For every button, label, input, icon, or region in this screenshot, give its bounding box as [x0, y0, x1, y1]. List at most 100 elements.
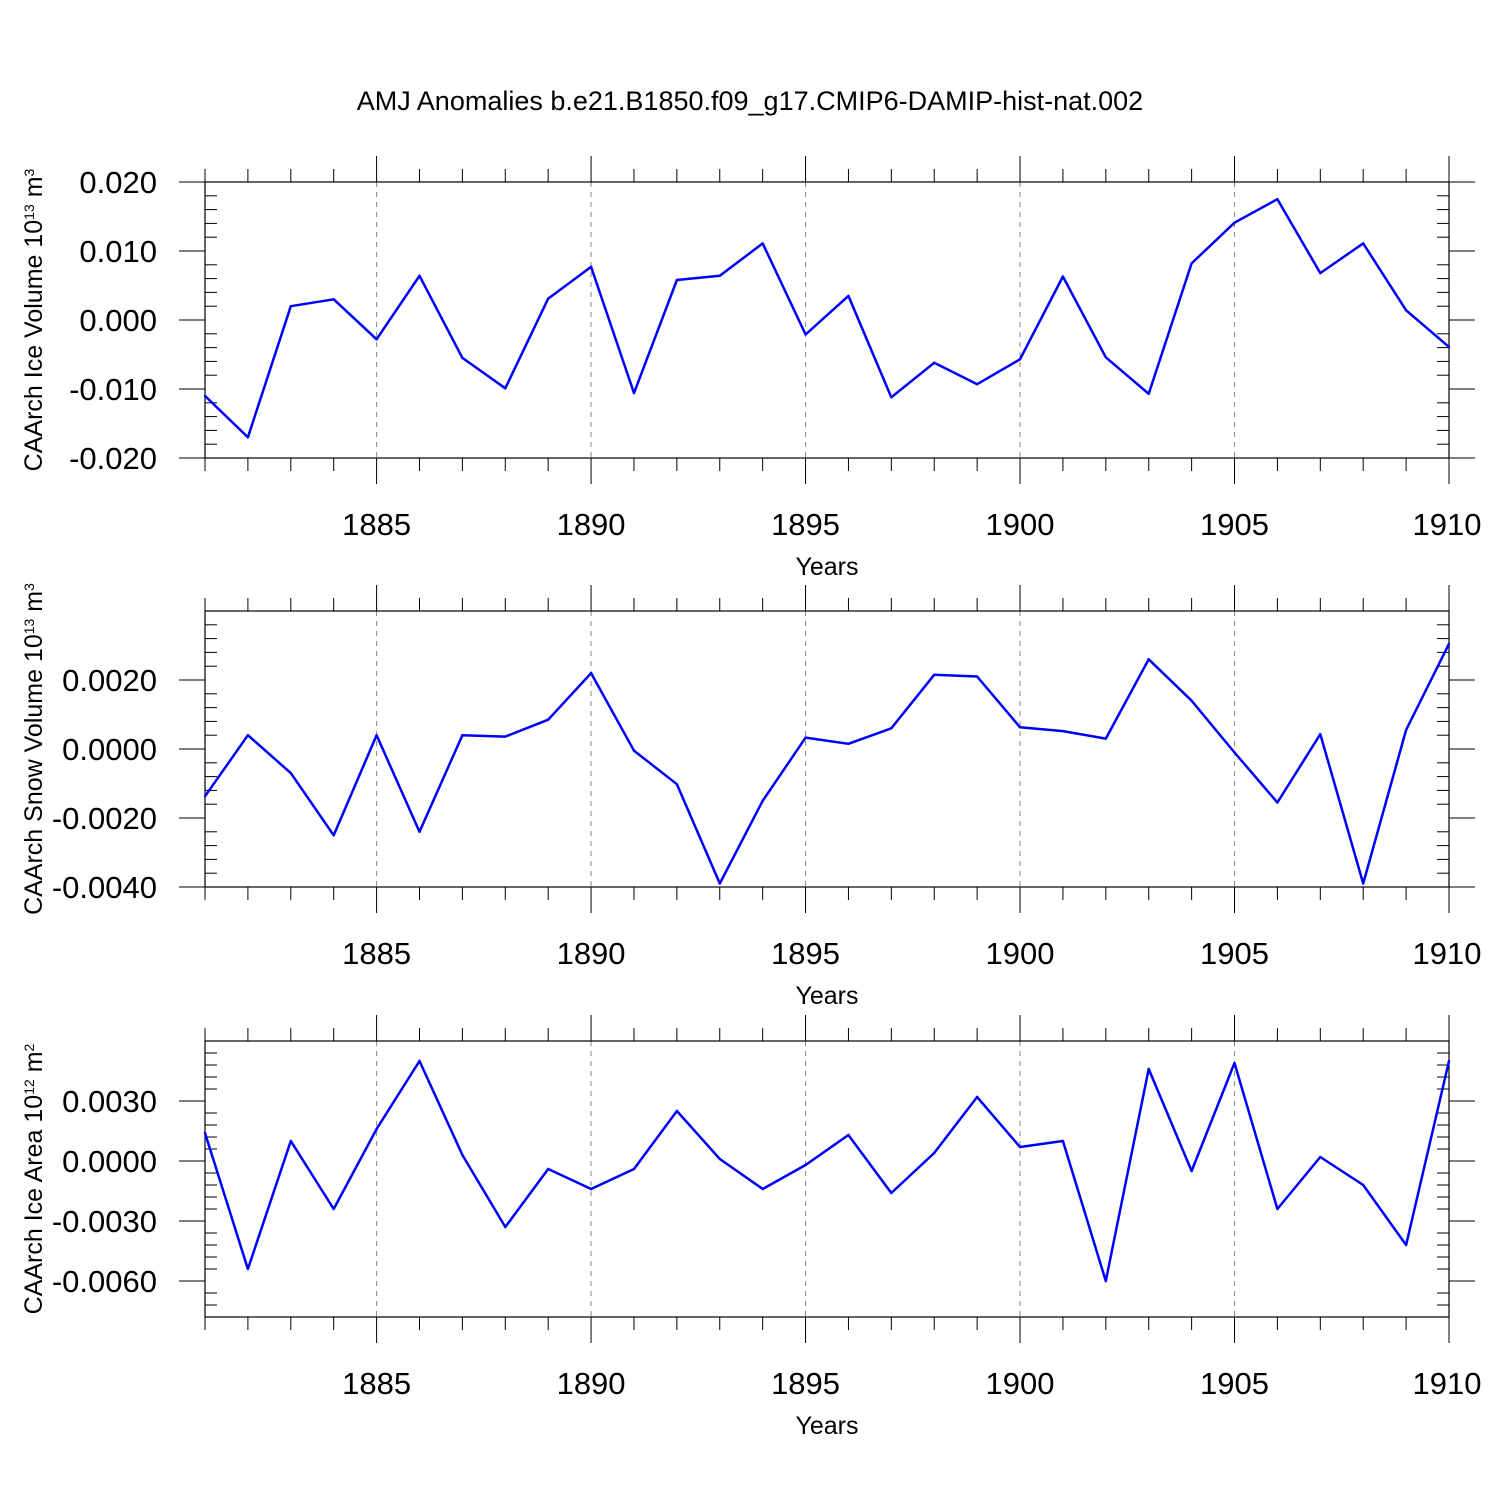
x-tick-label: 1885 [342, 507, 411, 542]
x-tick-label: 1885 [342, 1366, 411, 1401]
y-axis-title-superscript: 3 [21, 168, 37, 176]
data-point [1104, 356, 1108, 359]
data-point [504, 735, 507, 738]
data-point [1276, 1207, 1279, 1211]
y-axis-title: CAArch Snow Volume 1013 m3 [20, 583, 48, 915]
data-point [761, 799, 764, 802]
data-point [332, 1207, 335, 1211]
data-point [675, 782, 679, 786]
data-point [289, 771, 292, 775]
data-point [975, 1095, 979, 1099]
y-tick-label: -0.0030 [52, 1204, 157, 1239]
data-point [289, 305, 292, 308]
y-axis-title-superscript: 3 [21, 583, 37, 591]
data-point [246, 1267, 250, 1271]
y-tick-label: 0.000 [79, 303, 157, 338]
data-point [933, 361, 936, 364]
data-point [804, 1163, 807, 1167]
x-tick-label: 1895 [771, 507, 840, 542]
data-point [1018, 358, 1022, 361]
data-point [461, 1153, 464, 1157]
plot-frame [204, 1040, 1450, 1318]
data-point [675, 278, 679, 282]
y-tick-label: -0.0060 [52, 1264, 157, 1299]
y-tick-label: 0.0020 [62, 663, 157, 698]
data-point [1147, 392, 1150, 396]
data-point [375, 734, 378, 737]
x-tick-label: 1900 [986, 1366, 1055, 1401]
data-point [289, 1139, 292, 1143]
data-point [546, 1167, 550, 1171]
panel-3: -0.0060 -0.0030 0.0000 0.0030 1885 1890 1895 19… [20, 1015, 1481, 1440]
data-point [1276, 801, 1279, 804]
data-point [1362, 1183, 1365, 1187]
data-point [546, 718, 550, 721]
data-point [461, 356, 464, 360]
data-point [504, 387, 507, 390]
data-point [1447, 345, 1451, 349]
y-axis-title-part: CAArch Ice Volume 10 [20, 220, 48, 472]
data-point [1404, 309, 1408, 312]
data-point [418, 1059, 421, 1063]
data-point [1233, 751, 1236, 754]
data-point [1233, 221, 1236, 224]
data-point [632, 391, 636, 395]
x-tick-label: 1910 [1413, 1366, 1482, 1401]
data-point [589, 1187, 593, 1191]
y-tick-label: -0.010 [69, 372, 157, 407]
y-tick-label: 0.0000 [62, 732, 157, 767]
data-point [1190, 699, 1193, 702]
data-point [246, 436, 250, 439]
data-point [1319, 271, 1322, 275]
data-point [1018, 726, 1022, 729]
data-point [718, 1157, 721, 1161]
data-point [1447, 642, 1451, 645]
x-tick-label: 1910 [1413, 936, 1482, 971]
data-point [546, 297, 550, 300]
data-point [933, 673, 936, 677]
chart-title: AMJ Anomalies b.e21.B1850.f09_g17.CMIP6-… [357, 86, 1143, 116]
data-point [1276, 198, 1279, 201]
data-point [203, 394, 207, 398]
y-axis-title: CAArch Ice Area 1012 m2 [20, 1043, 48, 1314]
data-point [246, 734, 250, 737]
data-point [632, 749, 636, 752]
data-point [804, 736, 807, 739]
panel-2: -0.0040 -0.0020 0.0000 0.0020 1885 1890 1895 19… [20, 583, 1481, 1010]
plot-frame [204, 610, 1450, 888]
x-axis-title: Years [795, 982, 858, 1010]
x-axis-title: Years [795, 1412, 858, 1440]
data-point [418, 274, 421, 278]
data-point [804, 333, 807, 336]
data-point [332, 298, 335, 301]
data-point [761, 242, 764, 245]
data-point [890, 727, 893, 730]
data-point [1190, 262, 1193, 265]
data-point [761, 1187, 764, 1191]
data-point [1319, 732, 1322, 736]
series-line [203, 643, 1451, 885]
data-point [718, 882, 721, 885]
data-point [847, 742, 850, 746]
x-tick-label: 1890 [557, 1366, 626, 1401]
y-axis-title-part: CAArch Snow Volume 10 [20, 634, 48, 915]
x-tick-label: 1890 [557, 507, 626, 542]
y-axis-title-part: CAArch Ice Area 10 [20, 1095, 48, 1315]
data-point [1061, 729, 1065, 733]
panels: -0.020 -0.010 0.000 0.010 0.020 1885 1890 1895 1… [20, 156, 1481, 1440]
data-point [1061, 1139, 1065, 1143]
x-tick-label: 1910 [1413, 507, 1482, 542]
data-point [375, 338, 378, 341]
x-tick-label: 1905 [1200, 1366, 1269, 1401]
y-axis-title-part: m [20, 591, 48, 619]
plot-frame [204, 181, 1450, 459]
data-point [1362, 242, 1365, 245]
y-axis-title: CAArch Ice Volume 1013 m3 [20, 168, 48, 471]
data-point [933, 1151, 936, 1155]
data-point [890, 396, 893, 399]
data-point [589, 671, 593, 675]
data-point [1404, 728, 1408, 732]
data-point [1404, 1243, 1408, 1247]
y-axis-title-superscript: 2 [21, 1043, 37, 1051]
data-point [975, 675, 979, 678]
